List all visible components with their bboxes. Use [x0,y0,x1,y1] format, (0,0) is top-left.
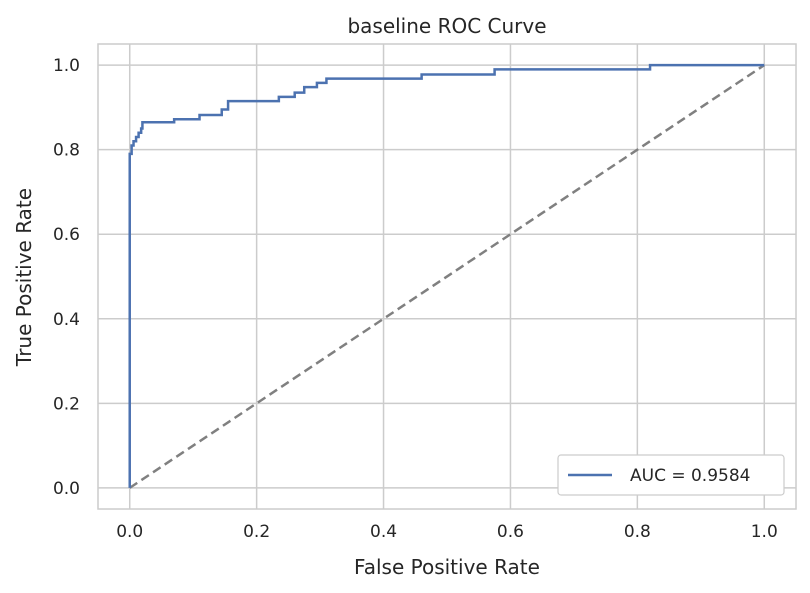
y-tick-label: 0.8 [53,141,80,161]
x-axis-title: False Positive Rate [354,555,540,579]
plot-frame [97,43,797,510]
legend-label-auc: AUC = 0.9584 [630,466,750,486]
y-tick-label: 0.6 [53,225,80,245]
y-tick-labels: 0.0 0.2 0.4 0.6 0.8 1.0 [53,56,80,499]
y-axis-title: True Positive Rate [12,188,36,367]
y-tick-label: 0.0 [53,479,80,499]
x-tick-label: 0.2 [243,522,270,542]
x-tick-label: 1.0 [751,522,778,542]
x-tick-label: 0.4 [370,522,397,542]
roc-curve-line [128,63,765,488]
reference-diagonal-line [129,64,765,489]
x-gridlines [128,44,766,509]
x-tick-label: 0.6 [497,522,524,542]
chart-title: baseline ROC Curve [347,14,546,38]
y-tick-label: 0.2 [53,394,80,414]
x-tick-label: 0.8 [624,522,651,542]
legend: AUC = 0.9584 [557,454,785,496]
y-tick-label: 1.0 [53,56,80,76]
x-tick-labels: 0.0 0.2 0.4 0.6 0.8 1.0 [116,522,778,542]
series-layer [128,63,765,489]
x-tick-label: 0.0 [116,522,143,542]
legend-box [557,454,785,496]
y-tick-label: 0.4 [53,310,80,330]
